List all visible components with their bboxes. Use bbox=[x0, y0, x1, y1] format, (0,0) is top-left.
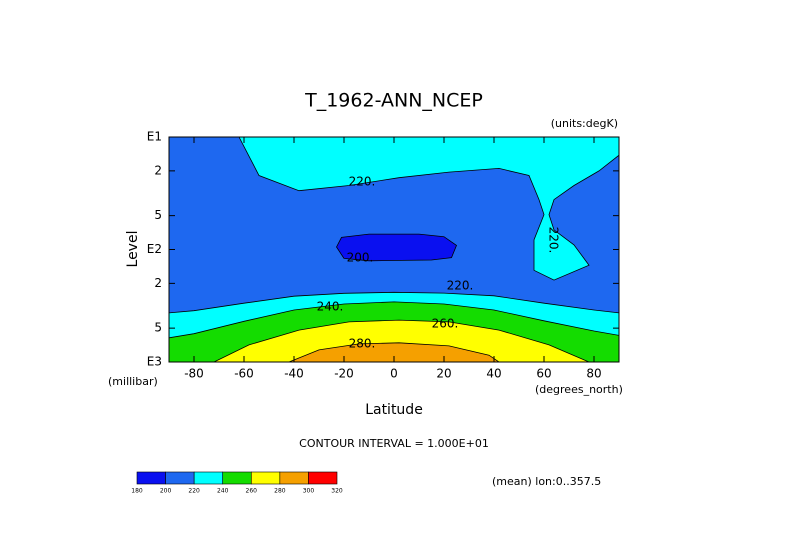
x-tick-label: -60 bbox=[234, 367, 254, 381]
x-tick-label: -20 bbox=[334, 367, 354, 381]
x-tick-label: -40 bbox=[284, 367, 304, 381]
contour-label: 220. bbox=[447, 279, 474, 293]
contour-region bbox=[288, 342, 500, 362]
contour-region bbox=[238, 137, 619, 281]
colorbar-label: 320 bbox=[331, 488, 343, 495]
colorbar-swatch bbox=[193, 471, 224, 485]
x-tick-label: -80 bbox=[184, 367, 204, 381]
x-axis-label: Latitude bbox=[365, 402, 423, 418]
colorbar-swatch bbox=[222, 471, 252, 485]
colorbar-label: 280 bbox=[274, 488, 286, 495]
y-tick-label: 2 bbox=[154, 163, 162, 177]
colorbar-swatch bbox=[308, 471, 338, 485]
contour-label: 220. bbox=[547, 227, 561, 254]
colorbar-swatch bbox=[136, 471, 166, 485]
contour-label: 260. bbox=[432, 317, 459, 331]
colorbar-label: 240 bbox=[217, 488, 229, 495]
chart-title: T_1962-ANN_NCEP bbox=[304, 90, 483, 112]
y-axis-label: Level bbox=[125, 231, 141, 268]
y-tick-label: E3 bbox=[147, 355, 162, 369]
colorbar-swatch bbox=[165, 471, 195, 485]
colorbar-label: 260 bbox=[246, 488, 258, 495]
y-tick-label: E1 bbox=[147, 130, 162, 144]
contour-label: 220. bbox=[349, 175, 376, 189]
y-units: (millibar) bbox=[108, 375, 158, 388]
x-tick-label: 80 bbox=[586, 367, 601, 381]
contour-interval: CONTOUR INTERVAL = 1.000E+01 bbox=[299, 437, 489, 450]
contour-label: 240. bbox=[317, 300, 344, 314]
footnote: (mean) lon:0..357.5 bbox=[492, 475, 601, 488]
x-tick-label: 0 bbox=[390, 367, 398, 381]
contour-region bbox=[336, 233, 457, 262]
plot-area bbox=[169, 137, 619, 362]
x-units: (degrees_north) bbox=[535, 383, 623, 396]
colorbar-label: 300 bbox=[303, 488, 315, 495]
colorbar-label: 180 bbox=[131, 488, 143, 495]
units-label: (units:degK) bbox=[551, 117, 618, 130]
contour-region bbox=[213, 319, 590, 362]
y-tick-label: 5 bbox=[154, 208, 162, 222]
y-tick-label: 5 bbox=[154, 321, 162, 335]
x-tick-label: 40 bbox=[486, 367, 501, 381]
colorbar-swatch bbox=[279, 471, 309, 485]
colorbar-swatch bbox=[250, 471, 281, 485]
colorbar-label: 220 bbox=[188, 488, 200, 495]
contour-label: 280. bbox=[349, 337, 376, 351]
y-tick-label: E2 bbox=[147, 242, 162, 256]
x-tick-label: 60 bbox=[536, 367, 551, 381]
colorbar-label: 200 bbox=[160, 488, 172, 495]
x-tick-label: 20 bbox=[436, 367, 451, 381]
y-tick-label: 2 bbox=[154, 276, 162, 290]
contour-label: 200. bbox=[347, 251, 374, 265]
